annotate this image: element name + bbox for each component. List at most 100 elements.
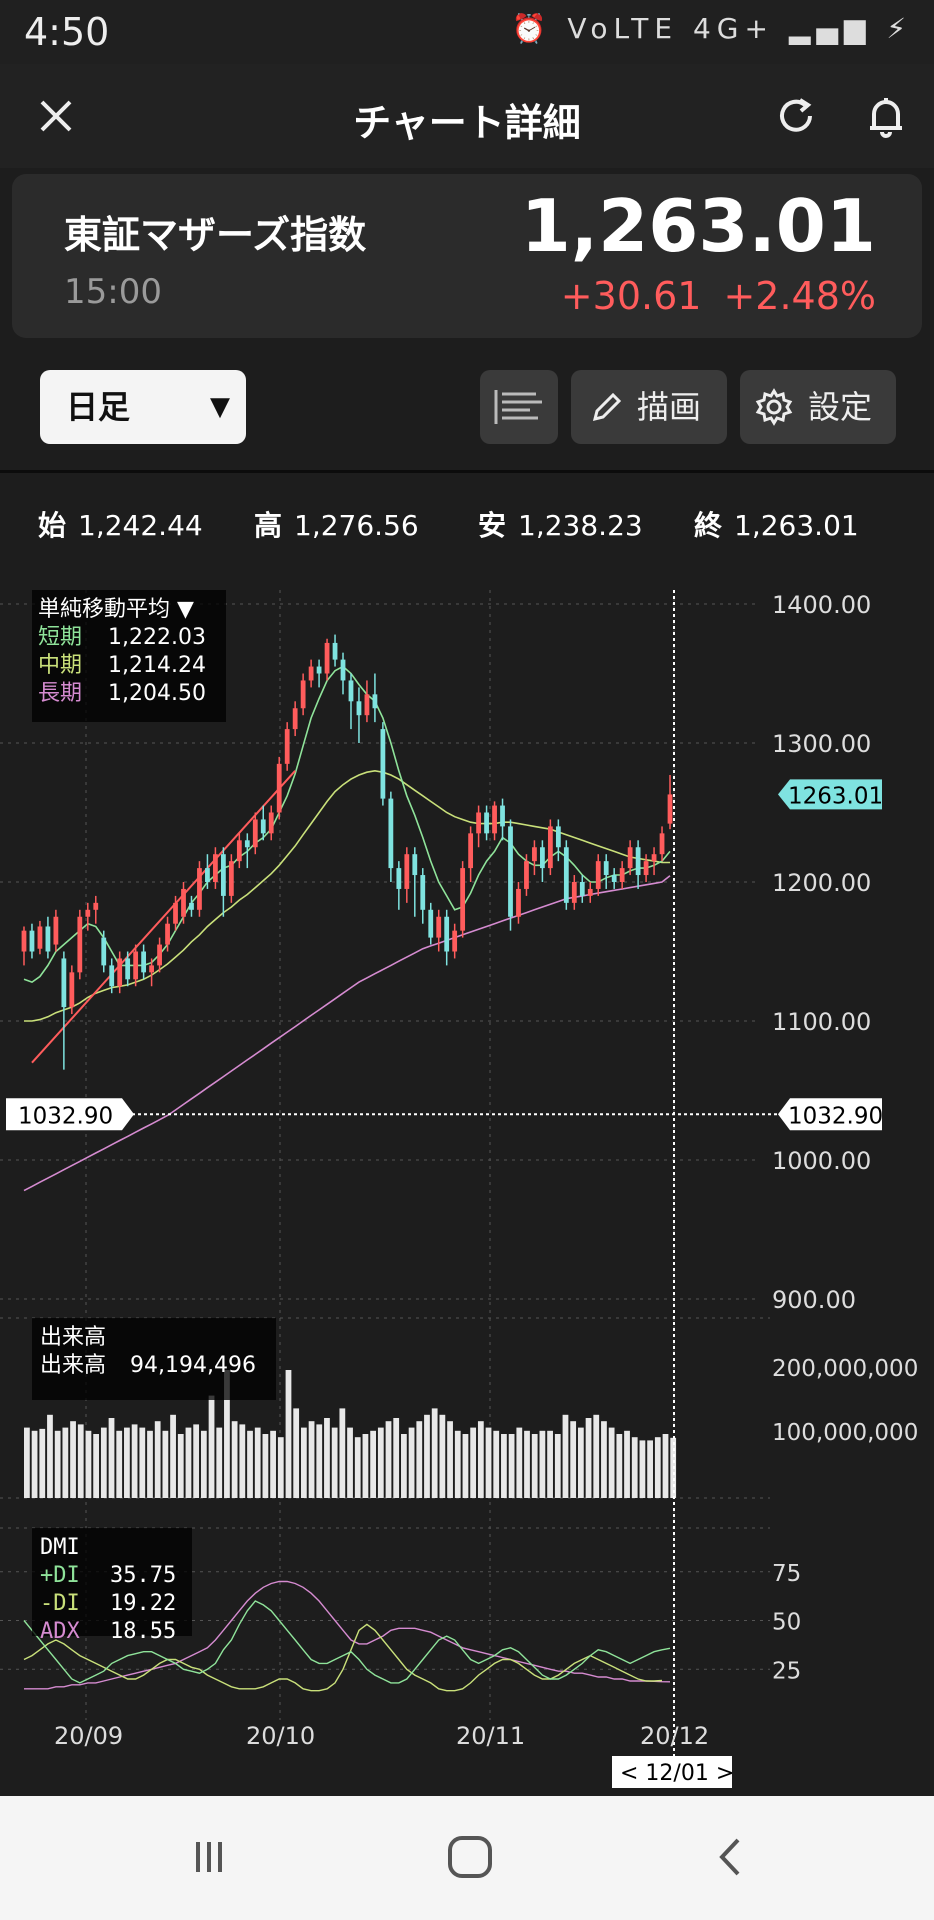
candle (651, 854, 657, 862)
candlesticks (21, 634, 673, 1070)
volume-bar (277, 1437, 284, 1498)
draw-button[interactable]: 描画 (571, 370, 727, 444)
candle (587, 888, 593, 896)
volume-bar (31, 1430, 38, 1498)
volume-bar (431, 1408, 438, 1498)
candle (149, 965, 154, 973)
crosshair-price-right: 1032.90 (788, 1103, 883, 1129)
ma-legend-title: 単純移動平均 ▼ (38, 597, 194, 622)
candle (396, 868, 402, 889)
candle (476, 812, 481, 834)
candle (284, 729, 290, 764)
stock-chart[interactable]: 1032.90 1032.90 < 12/01 > 1400.00 1300.00 12… (0, 0, 934, 1796)
settings-button[interactable]: 設定 (740, 370, 896, 444)
volume-bar (208, 1395, 215, 1498)
volume-bar (408, 1427, 415, 1498)
home-button[interactable] (435, 1832, 505, 1882)
candle (189, 902, 194, 910)
volume-bar (170, 1414, 176, 1498)
volume-bar (401, 1434, 407, 1498)
volume-tick-label: 200,000,000 (772, 1356, 918, 1382)
candle (324, 642, 330, 674)
volume-bar (477, 1421, 484, 1498)
close-icon[interactable] (32, 92, 80, 140)
candle (404, 854, 410, 889)
volume-bar (601, 1421, 607, 1498)
quote-card: 東証マザーズ指数 15:00 1,263.01 +30.61 +2.48% (12, 174, 922, 338)
quote-time: 15:00 (64, 272, 162, 312)
volume-bar (501, 1434, 507, 1498)
volume-bar (593, 1414, 600, 1498)
gear-icon (755, 388, 793, 426)
candle (236, 840, 242, 862)
candle (563, 847, 569, 903)
period-select[interactable]: 日足 ▼ (40, 370, 246, 444)
price-tick-label: 1200.00 (772, 869, 871, 897)
volume-bar (470, 1427, 477, 1498)
candle (388, 798, 394, 869)
candle (460, 868, 466, 931)
recent-apps-button[interactable] (174, 1832, 244, 1882)
candle (220, 854, 226, 896)
candle (356, 701, 362, 716)
candle (508, 826, 513, 917)
candle (667, 794, 673, 824)
volume-bar (224, 1370, 230, 1498)
volume-legend-label: 出来高 (40, 1353, 106, 1378)
draw-label: 描画 (637, 388, 702, 426)
dmi-legend-title: DMI (40, 1535, 80, 1560)
volume-bar (154, 1421, 161, 1498)
volume-bar (377, 1427, 384, 1498)
indicator-list-button[interactable] (480, 370, 558, 444)
ma-legend-value: 1,214.24 (108, 653, 206, 678)
volume-bar (639, 1440, 646, 1498)
candle (468, 833, 474, 869)
volume-bar (24, 1427, 30, 1498)
volume-bar (647, 1440, 653, 1498)
x-tick-label: 20/11 (456, 1722, 525, 1750)
ma-legend-value: 1,204.50 (108, 681, 206, 706)
volume-bar (462, 1434, 469, 1498)
candle (181, 888, 186, 917)
volume-legend-value: 94,194,496 (130, 1353, 256, 1378)
candle (332, 642, 338, 660)
price-tick-label: 1000.00 (772, 1147, 871, 1175)
status-time: 4:50 (24, 10, 110, 54)
candle (603, 861, 609, 876)
status-icons: ⏰ VoLTE 4G+ ▂▄▆ ⚡ (511, 12, 912, 45)
volume-bar (47, 1414, 53, 1498)
volume-bar (631, 1437, 638, 1498)
volume-bar (524, 1430, 530, 1498)
moving-average-lines (23, 665, 671, 1192)
pencil-icon (592, 392, 622, 422)
volume-bar (516, 1427, 523, 1498)
candle (643, 861, 649, 876)
ohlc-close: 終 1,263.01 (694, 509, 859, 542)
divider (0, 470, 934, 473)
candle (300, 680, 306, 709)
refresh-icon[interactable] (772, 92, 820, 140)
volume-bar (424, 1414, 430, 1498)
dmi-legend-value: 19.22 (110, 1591, 176, 1616)
bell-icon[interactable] (862, 92, 910, 140)
candle (348, 680, 354, 702)
volume-bar (193, 1424, 200, 1498)
volume-bar (493, 1430, 500, 1498)
status-bar: 4:50 ⏰ VoLTE 4G+ ▂▄▆ ⚡ (0, 0, 934, 64)
back-button[interactable] (696, 1832, 766, 1882)
volume-bar (131, 1424, 138, 1498)
index-name: 東証マザーズ指数 (64, 213, 367, 257)
volume-bar (370, 1430, 377, 1498)
volume-bar (100, 1427, 107, 1498)
candle (547, 826, 553, 869)
dmi-tick-label: 25 (772, 1658, 801, 1684)
volume-bar (308, 1421, 315, 1498)
crosshair-price-tag-left (6, 1098, 134, 1131)
ohlc-open: 始 1,242.44 (38, 509, 203, 542)
volume-bar (354, 1437, 361, 1498)
candle (292, 708, 298, 730)
candle (213, 854, 218, 882)
volume-bar (239, 1424, 246, 1498)
volume-bar (508, 1434, 515, 1498)
adx-line (24, 1580, 671, 1690)
